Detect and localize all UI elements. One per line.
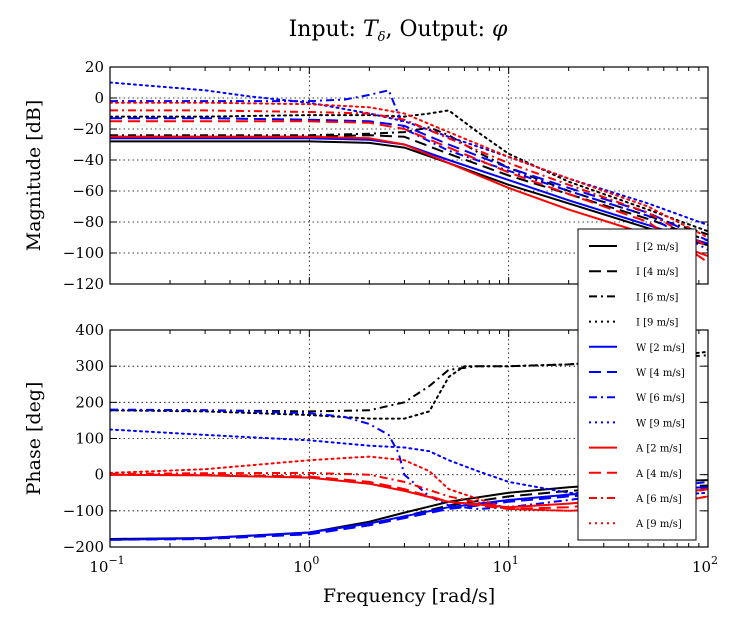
series-line-i-2-m-s xyxy=(110,140,708,247)
legend-label: A [9 m/s] xyxy=(635,519,682,530)
series-line-i-9-m-s xyxy=(110,350,708,420)
series-line-a-6-m-s xyxy=(110,471,708,512)
y-tick-label: −40 xyxy=(72,151,104,169)
legend-label: I [6 m/s] xyxy=(636,292,679,303)
x-tick-label: 100 xyxy=(293,554,319,576)
y-tick-label: −20 xyxy=(72,120,104,138)
y-tick-label: 200 xyxy=(75,393,104,411)
legend-label: W [6 m/s] xyxy=(636,393,685,404)
series-line-w-4-m-s xyxy=(110,117,708,242)
series-line-w-6-m-s xyxy=(110,408,708,510)
legend-label: W [4 m/s] xyxy=(636,368,685,379)
phase-axes-frame xyxy=(109,329,709,548)
series-line-a-6-m-s xyxy=(110,109,708,248)
x-tick-label: 102 xyxy=(692,554,718,576)
legend-label: A [2 m/s] xyxy=(635,444,682,455)
legend-label: W [9 m/s] xyxy=(636,418,685,429)
series-line-a-4-m-s xyxy=(110,120,708,264)
legend-label: A [6 m/s] xyxy=(635,494,682,505)
x-tick-labels: 10−1 100 101 102 xyxy=(89,554,718,576)
series-line-i-9-m-s xyxy=(110,109,708,233)
magnitude-yticks: 20 0 −20 −40 −60 −80 −100 −120 xyxy=(63,58,104,293)
y-tick-label: −80 xyxy=(72,213,104,231)
legend-label: W [2 m/s] xyxy=(636,343,685,354)
series-line-a-4-m-s xyxy=(110,473,708,510)
legend-label: I [2 m/s] xyxy=(636,242,679,253)
y-tick-label: −120 xyxy=(63,275,104,293)
series-line-w-4-m-s xyxy=(110,488,708,541)
y-tick-label: 400 xyxy=(75,321,104,339)
series-line-a-9-m-s xyxy=(110,101,708,239)
phase-ylabel: Phase [deg] xyxy=(23,382,45,496)
y-tick-label: 20 xyxy=(85,58,104,76)
magnitude-ylabel: Magnitude [dB] xyxy=(23,100,45,252)
x-tick-label: 101 xyxy=(493,554,519,576)
magnitude-series xyxy=(110,81,708,264)
y-tick-label: 100 xyxy=(75,430,104,448)
legend-label: I [9 m/s] xyxy=(636,318,679,329)
series-line-w-2-m-s xyxy=(110,137,708,245)
y-tick-label: −100 xyxy=(63,244,104,262)
legend-label: A [4 m/s] xyxy=(635,469,682,480)
figure-title: Input: Tδ, Output: φ xyxy=(289,17,508,45)
magnitude-panel: 20 0 −20 −40 −60 −80 −100 −120 Magnitude [dB] xyxy=(23,58,709,293)
series-line-a-2-m-s xyxy=(110,135,708,258)
legend-label: I [4 m/s] xyxy=(636,267,679,278)
y-tick-label: 0 xyxy=(94,466,104,484)
y-tick-label: 300 xyxy=(75,357,104,375)
legend: I [2 m/s] I [4 m/s] I [6 m/s] I [9 m/s] W [2… xyxy=(577,228,697,541)
y-tick-label: −60 xyxy=(72,182,104,200)
series-line-i-6-m-s xyxy=(110,354,708,413)
y-tick-label: −200 xyxy=(63,538,104,556)
magnitude-axes-frame xyxy=(109,66,709,285)
y-tick-label: −100 xyxy=(63,502,104,520)
x-axis-label: Frequency [rad/s] xyxy=(323,585,495,607)
phase-yticks: 400 300 200 100 0 −100 −200 xyxy=(63,321,104,556)
legend-box xyxy=(577,228,697,541)
x-tick-label: 10−1 xyxy=(89,554,124,576)
y-tick-label: 0 xyxy=(94,89,104,107)
